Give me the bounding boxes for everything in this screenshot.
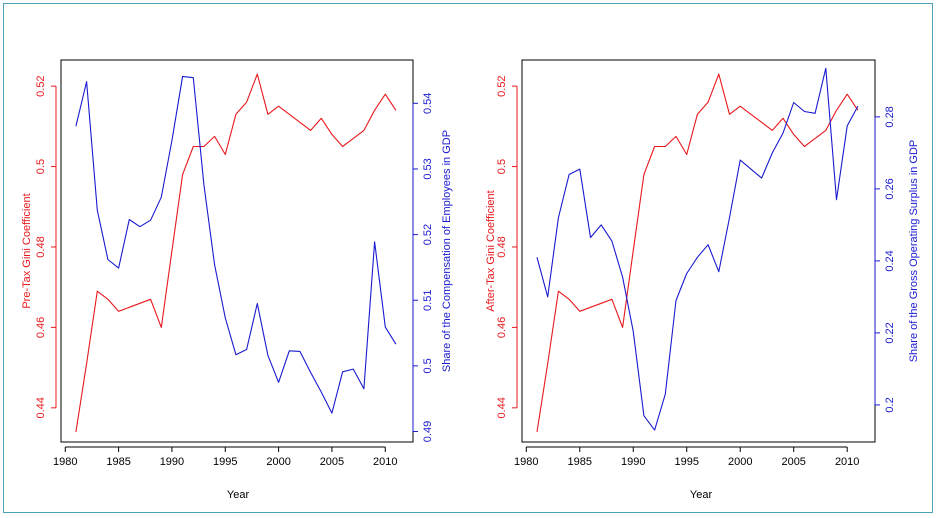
left-y-axis-title: Pre-Tax Gini Coefficient bbox=[21, 193, 33, 308]
right-y-tick-label: 0.24 bbox=[884, 250, 896, 271]
x-tick-label: 2000 bbox=[728, 456, 752, 468]
x-tick-label: 1995 bbox=[674, 456, 698, 468]
plot-box bbox=[521, 59, 876, 443]
x-tick-label: 1980 bbox=[53, 456, 77, 468]
x-tick-label: 2005 bbox=[320, 456, 344, 468]
right-y-tick-label: 0.22 bbox=[884, 322, 896, 343]
right-panel-aftertax: 1980 1985 1990 1995 2000 2005 2010 Year 0.44 0.46… bbox=[485, 59, 920, 501]
left-y-tick-label: 0.5 bbox=[496, 159, 508, 174]
right-y-tick-label: 0.49 bbox=[422, 421, 434, 442]
right-y-tick-label: 0.5 bbox=[422, 358, 434, 373]
x-tick-label: 1985 bbox=[568, 456, 592, 468]
x-tick-label: 2000 bbox=[266, 456, 290, 468]
plot-box bbox=[60, 59, 414, 443]
left-y-tick-label: 0.52 bbox=[35, 75, 47, 96]
x-tick-label: 1990 bbox=[621, 456, 645, 468]
right-y-tick-label: 0.53 bbox=[422, 158, 434, 179]
share-series-line bbox=[75, 75, 397, 414]
left-y-tick-label: 0.46 bbox=[496, 317, 508, 338]
left-y-axis-title: After-Tax Gini Coefficient bbox=[485, 190, 497, 311]
x-tick-label: 1980 bbox=[514, 456, 538, 468]
left-y-tick-label: 0.5 bbox=[35, 159, 47, 174]
right-y-tick-label: 0.52 bbox=[422, 224, 434, 245]
x-axis-title: Year bbox=[690, 489, 713, 501]
gini-series-line bbox=[75, 73, 397, 432]
chart-frame bbox=[3, 3, 933, 513]
left-panel-pretax: 1980 1985 1990 1995 2000 2005 2010 Year 0.44 0.46… bbox=[21, 59, 453, 501]
right-y-tick-label: 0.26 bbox=[884, 178, 896, 199]
left-y-tick-label: 0.44 bbox=[496, 397, 508, 418]
left-y-tick-label: 0.52 bbox=[496, 75, 508, 96]
right-y-tick-label: 0.28 bbox=[884, 106, 896, 127]
right-y-axis-title: Share of the Gross Operating Surplus in … bbox=[908, 140, 920, 363]
right-y-axis-title: Share of the Compensation of Employees i… bbox=[441, 130, 453, 372]
right-y-tick-label: 0.54 bbox=[422, 93, 434, 114]
left-y-tick-label: 0.48 bbox=[496, 236, 508, 257]
left-y-tick-label: 0.44 bbox=[35, 397, 47, 418]
x-tick-label: 2005 bbox=[781, 456, 805, 468]
left-y-tick-label: 0.46 bbox=[35, 317, 47, 338]
left-y-tick-label: 0.48 bbox=[35, 236, 47, 257]
right-y-tick-label: 0.51 bbox=[422, 290, 434, 311]
x-tick-label: 1990 bbox=[160, 456, 184, 468]
x-axis-title: Year bbox=[227, 489, 250, 501]
right-y-tick-label: 0.2 bbox=[884, 397, 896, 412]
x-tick-label: 1995 bbox=[213, 456, 237, 468]
gini-series-line bbox=[536, 73, 859, 432]
x-tick-label: 2010 bbox=[373, 456, 397, 468]
share-series-line bbox=[536, 67, 859, 431]
x-tick-label: 1985 bbox=[106, 456, 130, 468]
x-tick-label: 2010 bbox=[835, 456, 859, 468]
